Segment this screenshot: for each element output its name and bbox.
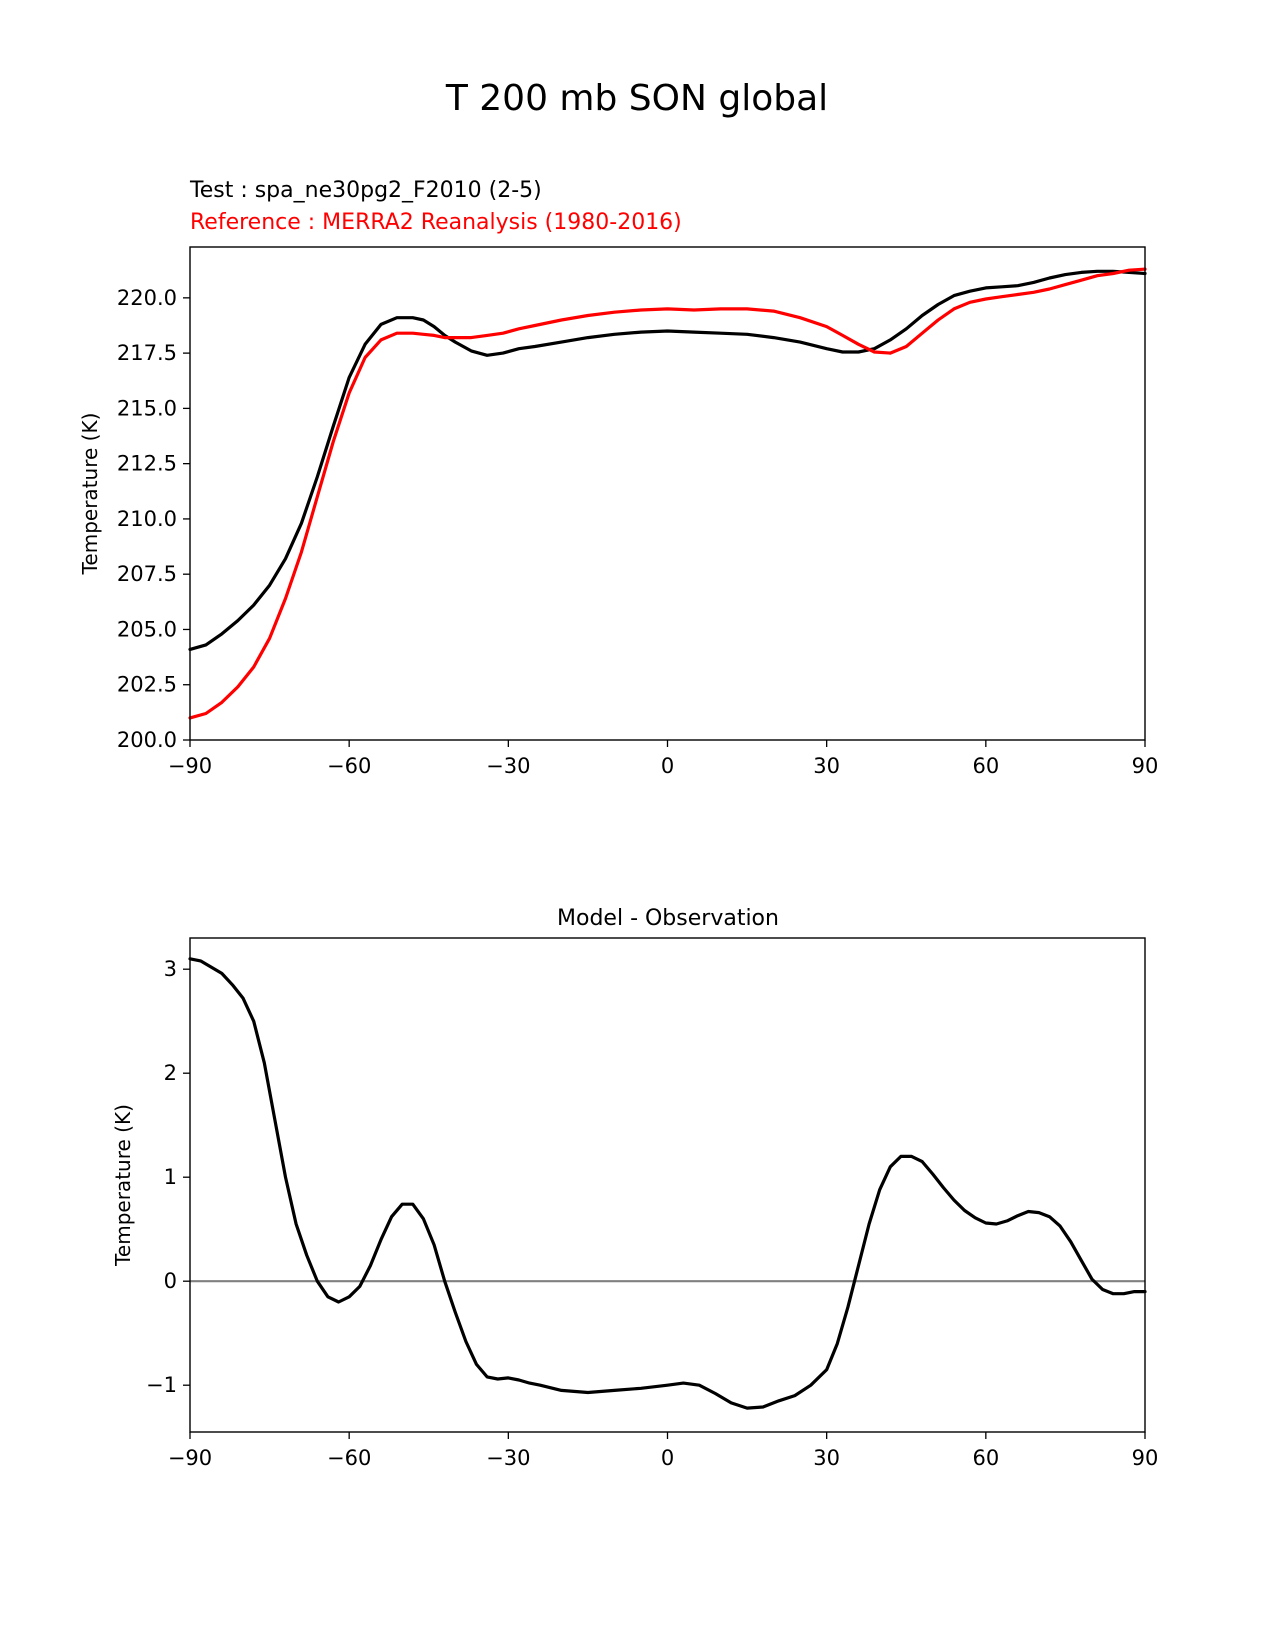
- y-tick-label: 210.0: [117, 507, 177, 531]
- y-tick-label: 200.0: [117, 728, 177, 752]
- test-label: Test : spa_ne30pg2_F2010 (2-5): [189, 178, 542, 203]
- comparison-panel: Test : spa_ne30pg2_F2010 (2-5) Reference…: [78, 178, 1158, 778]
- y-tick-label: −1: [146, 1373, 177, 1397]
- y-tick-label: 1: [164, 1165, 177, 1189]
- y-tick-label: 217.5: [117, 341, 177, 365]
- x-tick-label: −90: [168, 754, 212, 778]
- x-tick-label: −60: [327, 1446, 371, 1470]
- x-tick-label: −30: [486, 754, 530, 778]
- y-axis-label: Temperature (K): [111, 1104, 135, 1267]
- reference-label: Reference : MERRA2 Reanalysis (1980-2016…: [190, 210, 682, 235]
- y-tick-label: 215.0: [117, 396, 177, 420]
- test-series-line: [188, 269, 1147, 651]
- x-tick-label: −60: [327, 754, 371, 778]
- y-tick-label: 202.5: [117, 673, 177, 697]
- difference-series-line: [188, 957, 1147, 1410]
- x-tick-label: 0: [661, 754, 674, 778]
- y-tick-label: 205.0: [117, 617, 177, 641]
- y-tick-label: 0: [164, 1269, 177, 1293]
- y-tick-label: 2: [164, 1061, 177, 1085]
- axes-frame: [189, 246, 1146, 741]
- x-tick-label: 0: [661, 1446, 674, 1470]
- x-tick-label: 30: [813, 754, 840, 778]
- reference-series-line: [188, 267, 1147, 720]
- y-tick-label: 3: [164, 957, 177, 981]
- x-tick-label: −90: [168, 1446, 212, 1470]
- x-tick-label: 30: [813, 1446, 840, 1470]
- x-tick-label: 90: [1132, 1446, 1159, 1470]
- y-axis-label: Temperature (K): [78, 413, 102, 576]
- x-tick-label: 60: [972, 754, 999, 778]
- x-tick-label: 60: [972, 1446, 999, 1470]
- y-tick-label: 220.0: [117, 286, 177, 310]
- y-tick-label: 212.5: [117, 452, 177, 476]
- y-tick-label: 207.5: [117, 562, 177, 586]
- difference-panel: Model - Observation −90 −60 −30 0 30 60 90 −1 0 1…: [111, 906, 1158, 1470]
- x-tick-label: −30: [486, 1446, 530, 1470]
- axes-frame: [189, 937, 1146, 1433]
- x-tick-label: 90: [1132, 754, 1159, 778]
- difference-panel-title: Model - Observation: [557, 906, 779, 931]
- figure-title: T 200 mb SON global: [445, 78, 828, 119]
